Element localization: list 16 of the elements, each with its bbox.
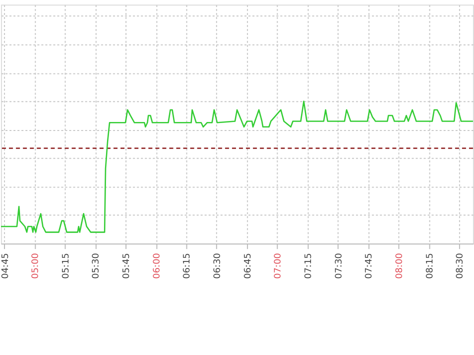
- x-tick-label: 07:30: [334, 252, 344, 279]
- x-tick-label: 06:15: [182, 253, 193, 279]
- x-tick-label: 06:30: [213, 252, 224, 279]
- x-tick-label: 06:00: [152, 252, 162, 279]
- x-tick-label: 05:45: [122, 253, 132, 279]
- x-tick-label: 07:45: [364, 253, 375, 279]
- x-tick-label: 04:45: [0, 253, 11, 279]
- x-tick-label: 07:15: [304, 253, 314, 279]
- x-tick-label: 05:30: [92, 252, 102, 279]
- x-tick-label: 05:00: [31, 252, 42, 279]
- x-tick-label: 08:30: [456, 252, 466, 279]
- x-tick-label: 08:00: [395, 252, 406, 279]
- x-tick-label: 08:15: [425, 253, 436, 279]
- x-tick-label: 05:15: [61, 253, 72, 279]
- x-tick-label: 06:45: [243, 253, 254, 279]
- x-tick-label: 07:00: [274, 252, 284, 279]
